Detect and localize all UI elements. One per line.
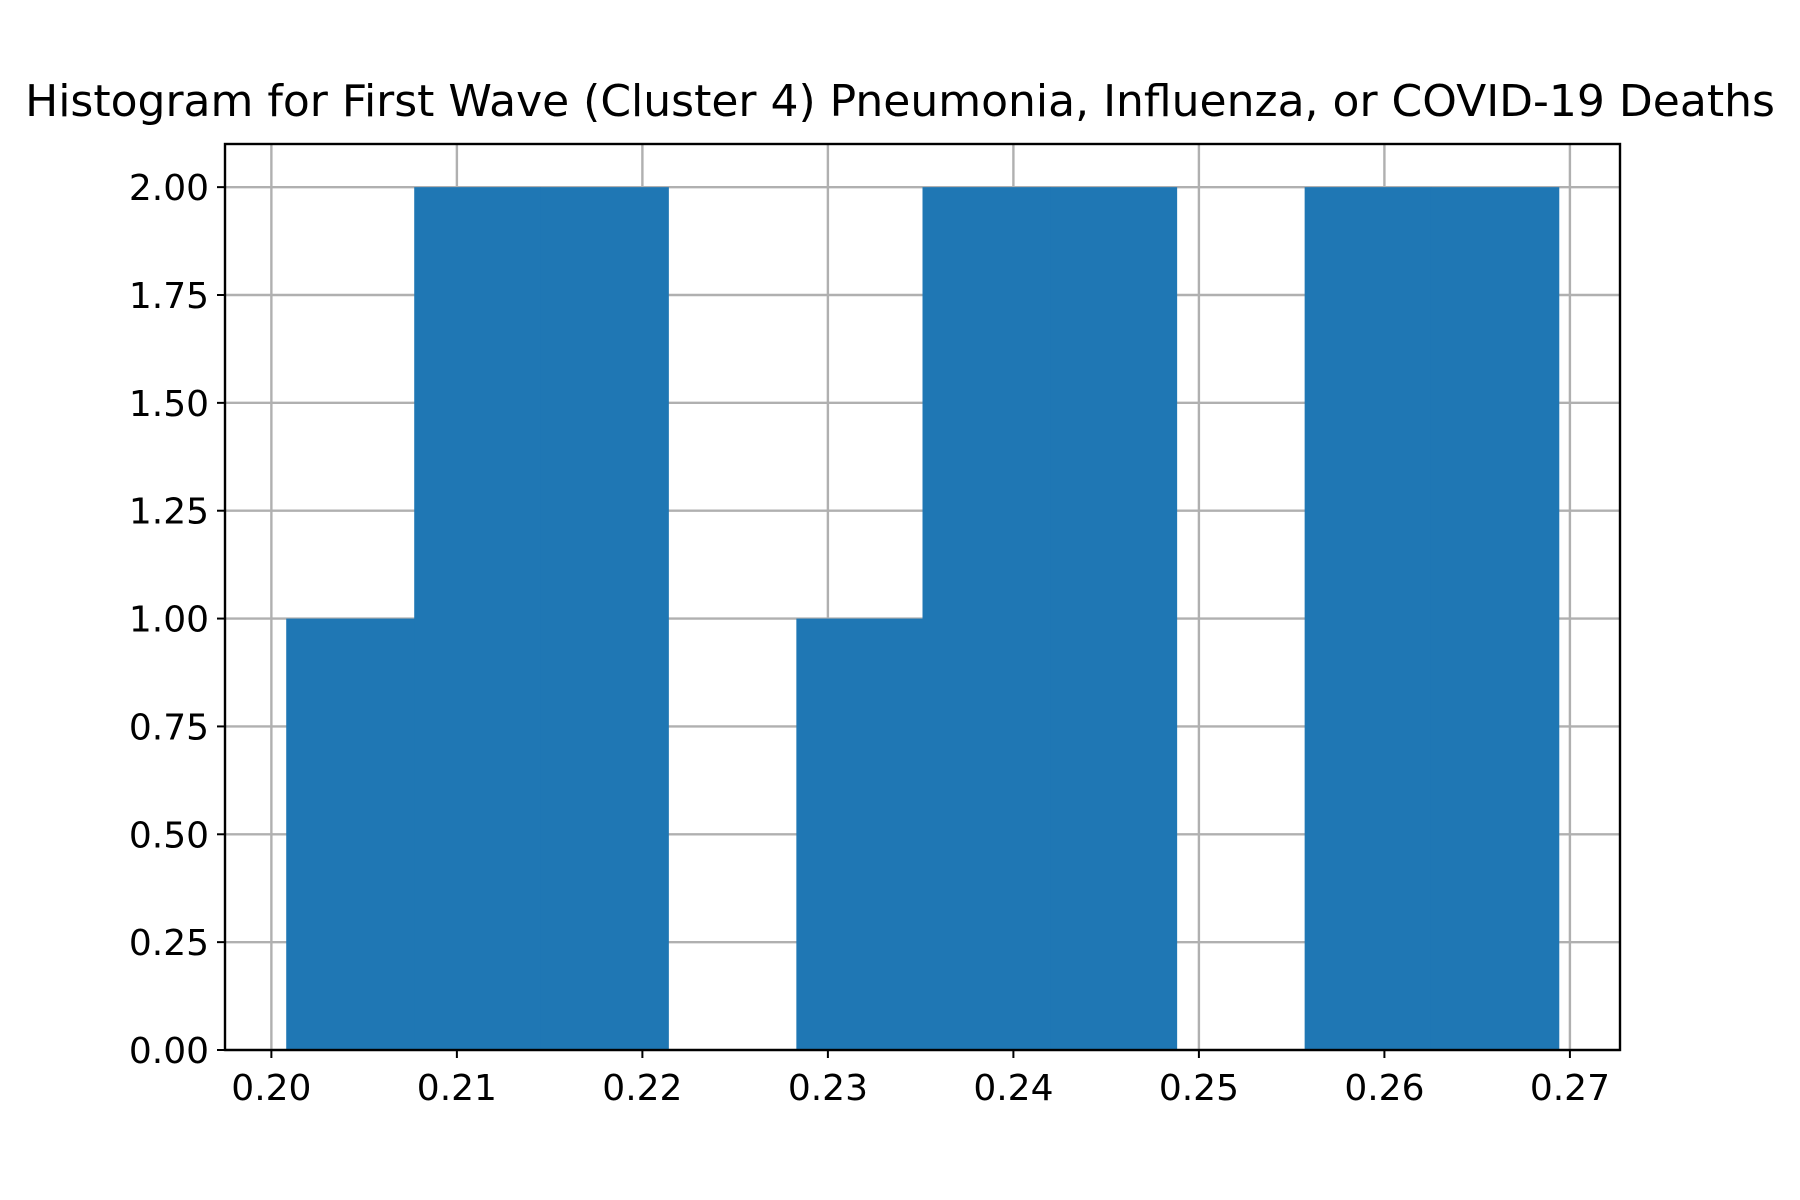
histogram-bar-5 — [922, 187, 1051, 1051]
x-tick-label: 0.23 — [788, 1068, 868, 1109]
y-tick-label: 2.00 — [129, 168, 209, 209]
y-tick-label: 0.75 — [129, 707, 209, 748]
x-tick-label: 0.21 — [417, 1068, 497, 1109]
histogram-bar-9 — [1430, 187, 1560, 1051]
x-tick-label: 0.22 — [602, 1068, 682, 1109]
y-tick-label: 1.00 — [129, 600, 209, 641]
histogram-bars — [286, 187, 1560, 1051]
axes-frame — [223, 142, 1622, 1052]
x-axis-ticks: 0.20 0.21 0.22 0.23 0.24 0.25 0.26 0.27 — [231, 1050, 1610, 1109]
x-tick-label: 0.26 — [1344, 1068, 1424, 1109]
y-tick-label: 0.50 — [129, 815, 209, 856]
y-axis-ticks: 0.00 0.25 0.50 0.75 1.00 1.25 1.50 1.75 2.00 — [129, 168, 225, 1072]
x-tick-label: 0.27 — [1530, 1068, 1610, 1109]
y-tick-label: 1.50 — [129, 384, 209, 425]
histogram-bar-0 — [286, 618, 415, 1050]
x-tick-label: 0.24 — [973, 1068, 1053, 1109]
histogram-bar-6 — [1050, 187, 1178, 1051]
histogram-bar-1 — [414, 187, 541, 1051]
histogram-bar-2 — [540, 187, 669, 1051]
x-tick-label: 0.25 — [1159, 1068, 1239, 1109]
y-tick-label: 0.00 — [129, 1031, 209, 1072]
x-tick-label: 0.20 — [231, 1068, 311, 1109]
y-tick-label: 1.75 — [129, 276, 209, 317]
y-tick-label: 0.25 — [129, 923, 209, 964]
y-tick-label: 1.25 — [129, 492, 209, 533]
histogram-bar-4 — [796, 618, 923, 1050]
chart-title: Histogram for First Wave (Cluster 4) Pne… — [25, 76, 1775, 127]
histogram-bar-8 — [1304, 187, 1432, 1051]
